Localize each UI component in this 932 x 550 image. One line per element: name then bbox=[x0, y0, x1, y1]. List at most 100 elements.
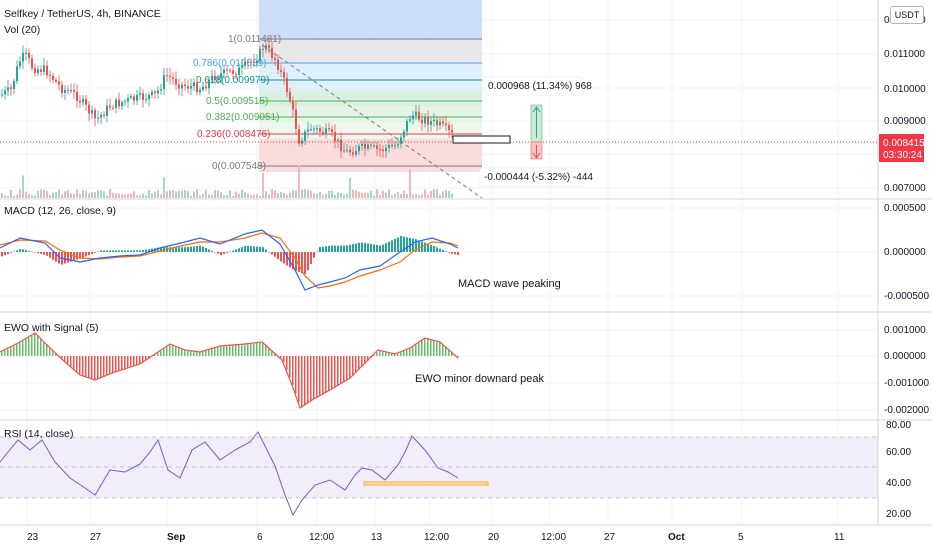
price-candle-body bbox=[256, 61, 258, 64]
volume-bar bbox=[307, 189, 309, 198]
price-candle-body bbox=[271, 47, 273, 58]
fib-trend-line bbox=[261, 44, 483, 199]
price-candle-body bbox=[13, 81, 15, 90]
volume-bar bbox=[142, 193, 144, 198]
rsi-support-marker[interactable] bbox=[363, 481, 489, 486]
ewo-histogram-bar bbox=[373, 355, 375, 356]
price-candle-body bbox=[280, 70, 282, 72]
volume-bar bbox=[178, 190, 180, 198]
price-candle-body bbox=[262, 48, 264, 50]
ewo-histogram-bar bbox=[223, 345, 225, 356]
currency-button[interactable]: USDT bbox=[890, 6, 924, 24]
macd-histogram-bar bbox=[304, 252, 306, 275]
price-axis[interactable]: 0.012000 0.011000 0.010000 0.009000 0.00… bbox=[879, 15, 929, 520]
ewo-histogram-bar bbox=[349, 356, 351, 379]
price-candle-body bbox=[61, 84, 63, 94]
volume-bar bbox=[25, 191, 27, 198]
macd-histogram-bar bbox=[364, 243, 366, 252]
macd-histogram-bar bbox=[73, 252, 75, 261]
time-axis[interactable]: 23 27 Sep 6 12:00 13 12:00 20 12:00 27 O… bbox=[27, 532, 845, 543]
ewo-histogram-bar bbox=[340, 356, 342, 384]
volume-bar bbox=[268, 194, 270, 198]
volume-bar bbox=[43, 189, 45, 198]
rsi-tick: 40.00 bbox=[886, 478, 911, 489]
price-candle-body bbox=[268, 45, 270, 48]
macd-histogram-bar bbox=[220, 252, 222, 256]
price-candle-body bbox=[43, 65, 45, 72]
volume-bar bbox=[310, 190, 312, 198]
ewo-histogram-bar bbox=[208, 349, 210, 356]
ewo-histogram-bar bbox=[142, 356, 144, 363]
ewo-histogram-bar bbox=[388, 352, 390, 356]
volume-bar bbox=[352, 189, 354, 198]
fib-zone-5 bbox=[259, 122, 482, 139]
price-candle-body bbox=[166, 75, 168, 77]
ewo-tick: 0.000000 bbox=[884, 351, 926, 362]
ewo-histogram-bar bbox=[262, 342, 264, 356]
macd-histogram-bar bbox=[346, 245, 348, 252]
price-candle-body bbox=[115, 99, 117, 108]
volume-bar bbox=[106, 195, 108, 198]
ewo-histogram-bar bbox=[130, 356, 132, 368]
price-tick: 0.007000 bbox=[884, 183, 926, 194]
ewo-histogram-bar bbox=[253, 343, 255, 356]
ewo-histogram-bar bbox=[187, 350, 189, 356]
volume-bar bbox=[205, 189, 207, 198]
macd-line bbox=[0, 229, 459, 291]
price-candle-body bbox=[64, 89, 66, 94]
price-candle-body bbox=[253, 61, 255, 64]
ewo-histogram-bar bbox=[328, 356, 330, 392]
ewo-histogram-bar bbox=[220, 346, 222, 356]
ewo-histogram-bar bbox=[190, 350, 192, 356]
time-tick: 13 bbox=[371, 532, 383, 543]
price-candle-body bbox=[172, 77, 174, 79]
price-tick: 0.010000 bbox=[884, 84, 926, 95]
price-candle-body bbox=[16, 66, 18, 82]
macd-histogram-bar bbox=[337, 245, 339, 252]
ewo-histogram-bar bbox=[304, 356, 306, 406]
macd-histogram-bar bbox=[193, 246, 195, 252]
volume-bar bbox=[130, 193, 132, 198]
volume-bar bbox=[433, 189, 435, 198]
macd-histogram-bar bbox=[259, 246, 261, 252]
volume-bar bbox=[337, 192, 339, 198]
price-candle-body bbox=[103, 114, 105, 116]
macd-histogram-bar bbox=[379, 245, 381, 252]
volume-bar bbox=[262, 172, 264, 198]
macd-histogram-bar bbox=[55, 252, 57, 262]
ewo-histogram-bar bbox=[154, 354, 156, 356]
volume-bar bbox=[64, 191, 66, 198]
macd-histogram-bar bbox=[295, 252, 297, 272]
rsi-pane[interactable]: RSI (14, close) bbox=[0, 428, 878, 517]
price-candle-body bbox=[295, 109, 297, 130]
ewo-histogram-bar bbox=[10, 347, 12, 356]
symbol-title: Selfkey / TetherUS, 4h, BINANCE bbox=[4, 8, 161, 20]
volume-bar bbox=[46, 191, 48, 198]
price-candle-body bbox=[448, 125, 450, 131]
price-candle-body bbox=[406, 120, 408, 132]
volume-bar bbox=[415, 194, 417, 198]
price-candle-body bbox=[109, 105, 111, 108]
macd-histogram-bar bbox=[22, 249, 24, 252]
price-candle-body bbox=[358, 145, 360, 152]
price-candle-body bbox=[328, 128, 330, 130]
macd-histogram-bar bbox=[331, 245, 333, 252]
volume-bar bbox=[430, 190, 432, 198]
entry-price-box[interactable] bbox=[452, 135, 511, 144]
macd-annotation: MACD wave peaking bbox=[458, 278, 561, 290]
ewo-histogram-bar bbox=[382, 350, 384, 356]
ewo-histogram-bar bbox=[94, 356, 96, 380]
ewo-pane[interactable]: EWO with Signal (5) EWO minor downard pe… bbox=[0, 322, 544, 409]
macd-histogram-bar bbox=[367, 243, 369, 252]
macd-pane[interactable]: MACD (12, 26, close, 9) MACD wave peakin… bbox=[0, 205, 561, 291]
macd-histogram-bar bbox=[400, 236, 402, 252]
ewo-histogram-bar bbox=[124, 356, 126, 370]
price-candle-body bbox=[22, 52, 24, 62]
price-pane[interactable]: 1(0.011481) 0.786(0.010639) 0.618(0.009979… bbox=[0, 0, 878, 199]
price-candle-body bbox=[286, 77, 288, 93]
volume-bar bbox=[208, 194, 210, 198]
macd-histogram-bar bbox=[118, 250, 120, 252]
volume-bar bbox=[184, 189, 186, 198]
price-candle-body bbox=[400, 137, 402, 144]
